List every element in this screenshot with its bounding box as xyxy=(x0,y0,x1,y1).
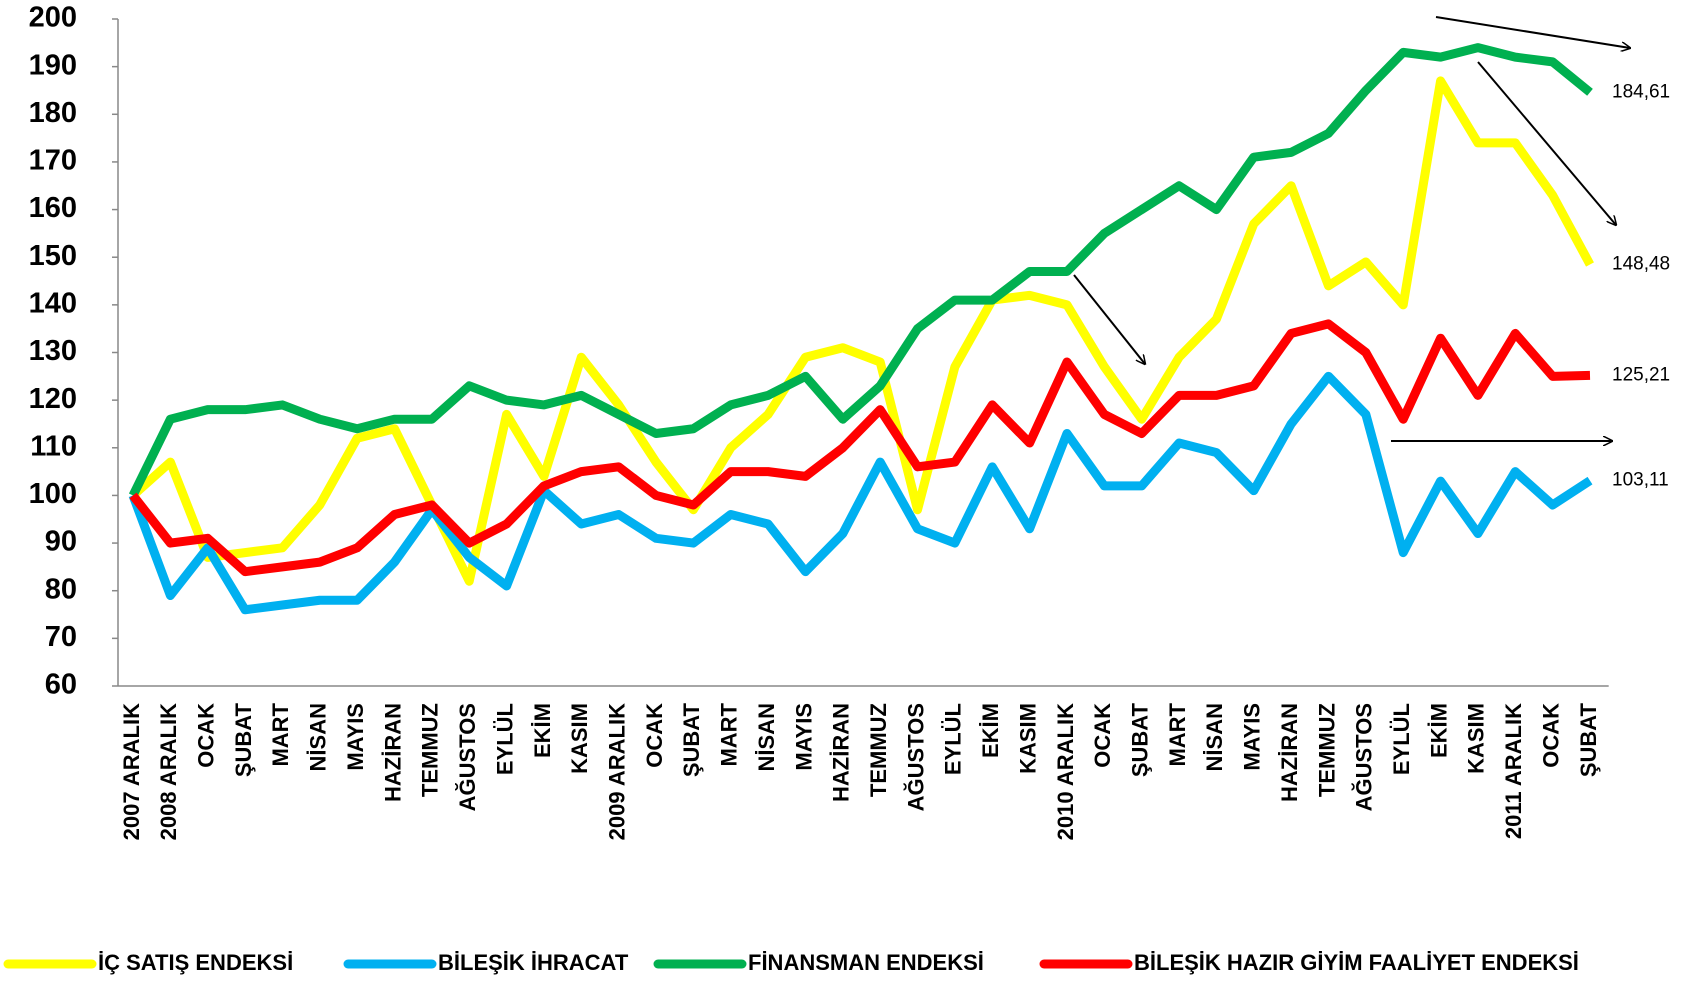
x-tick-label: KASIM xyxy=(1015,703,1040,774)
x-tick-label: MAYIS xyxy=(1240,703,1265,771)
x-tick-label: OCAK xyxy=(1538,703,1563,768)
x-tick-label: EKİM xyxy=(1426,703,1451,758)
y-tick-label: 70 xyxy=(45,621,77,653)
x-tick-label: MART xyxy=(268,702,293,766)
x-tick-label: MART xyxy=(1165,702,1190,766)
x-tick-label: 2007 ARALIK xyxy=(119,703,144,840)
x-tick-label: HAZİRAN xyxy=(1277,703,1302,802)
legend-label: İÇ SATIŞ ENDEKSİ xyxy=(98,950,293,975)
x-tick-label: 2008 ARALIK xyxy=(156,703,181,840)
y-tick-label: 180 xyxy=(29,97,77,129)
x-tick-label: NİSAN xyxy=(306,703,331,771)
x-tick-label: EKİM xyxy=(530,703,555,758)
x-tick-label: MART xyxy=(717,702,742,766)
y-tick-label: 140 xyxy=(29,288,77,320)
x-tick-label: OCAK xyxy=(642,703,667,768)
x-tick-label: ŞUBAT xyxy=(1576,702,1601,777)
y-tick-label: 160 xyxy=(29,192,77,224)
legend-label: FİNANSMAN ENDEKSİ xyxy=(748,950,984,975)
x-tick-label: 2011 ARALIK xyxy=(1501,703,1526,839)
x-tick-label: NİSAN xyxy=(1202,703,1227,771)
legend-label: BİLEŞİK İHRACAT xyxy=(438,950,629,975)
annotation-arrows xyxy=(1073,16,1630,441)
x-tick-label: MAYIS xyxy=(343,703,368,771)
x-tick-label: ŞUBAT xyxy=(231,702,256,777)
y-tick-label: 200 xyxy=(29,2,77,34)
x-tick-label: NİSAN xyxy=(754,703,779,771)
value-label: 125,21 xyxy=(1612,364,1670,385)
series-line xyxy=(128,43,1593,498)
x-tick-label: EKİM xyxy=(978,703,1003,758)
x-tick-label: KASIM xyxy=(567,703,592,774)
series-line xyxy=(129,319,1591,577)
y-tick-label: 150 xyxy=(29,240,77,272)
x-tick-label: AĞUSTOS xyxy=(1352,703,1377,811)
x-tick-label: HAZİRAN xyxy=(380,703,405,802)
x-tick-label: AĞUSTOS xyxy=(455,703,480,811)
x-tick-label: 2009 ARALIK xyxy=(604,703,629,840)
x-tick-label: MAYIS xyxy=(791,703,816,771)
x-tick-label: TEMMUZ xyxy=(1314,703,1339,797)
x-tick-label: TEMMUZ xyxy=(418,703,443,797)
y-tick-label: 60 xyxy=(45,669,77,701)
value-label: 103,11 xyxy=(1612,470,1669,491)
x-tick-label: ŞUBAT xyxy=(1128,702,1153,777)
y-tick-label: 170 xyxy=(29,145,77,177)
series-line xyxy=(130,76,1594,586)
y-tick-label: 90 xyxy=(45,526,77,558)
x-tick-label: AĞUSTOS xyxy=(903,703,928,811)
x-tick-label: HAZİRAN xyxy=(829,703,854,802)
x-tick-label: ŞUBAT xyxy=(679,702,704,777)
y-tick-label: 80 xyxy=(45,573,77,605)
series-line xyxy=(128,371,1593,615)
x-tick-label: 2010 ARALIK xyxy=(1053,703,1078,840)
y-tick-label: 100 xyxy=(29,478,77,510)
x-tick-label: OCAK xyxy=(1090,703,1115,768)
y-tick-label: 120 xyxy=(29,383,77,415)
x-tick-label: TEMMUZ xyxy=(866,703,891,797)
value-label: 184,61 xyxy=(1612,81,1670,102)
x-tick-label: EYLÜL xyxy=(941,703,966,775)
value-label: 148,48 xyxy=(1612,253,1670,274)
y-tick-label: 130 xyxy=(29,335,77,367)
legend-label: BİLEŞİK HAZIR GİYİM FAALİYET ENDEKSİ xyxy=(1134,950,1579,975)
y-tick-label: 190 xyxy=(29,49,77,81)
x-tick-label: EYLÜL xyxy=(1389,703,1414,775)
x-tick-label: KASIM xyxy=(1464,703,1489,774)
x-tick-label: EYLÜL xyxy=(492,703,517,775)
x-tick-label: OCAK xyxy=(194,703,219,768)
y-tick-label: 110 xyxy=(30,430,77,462)
